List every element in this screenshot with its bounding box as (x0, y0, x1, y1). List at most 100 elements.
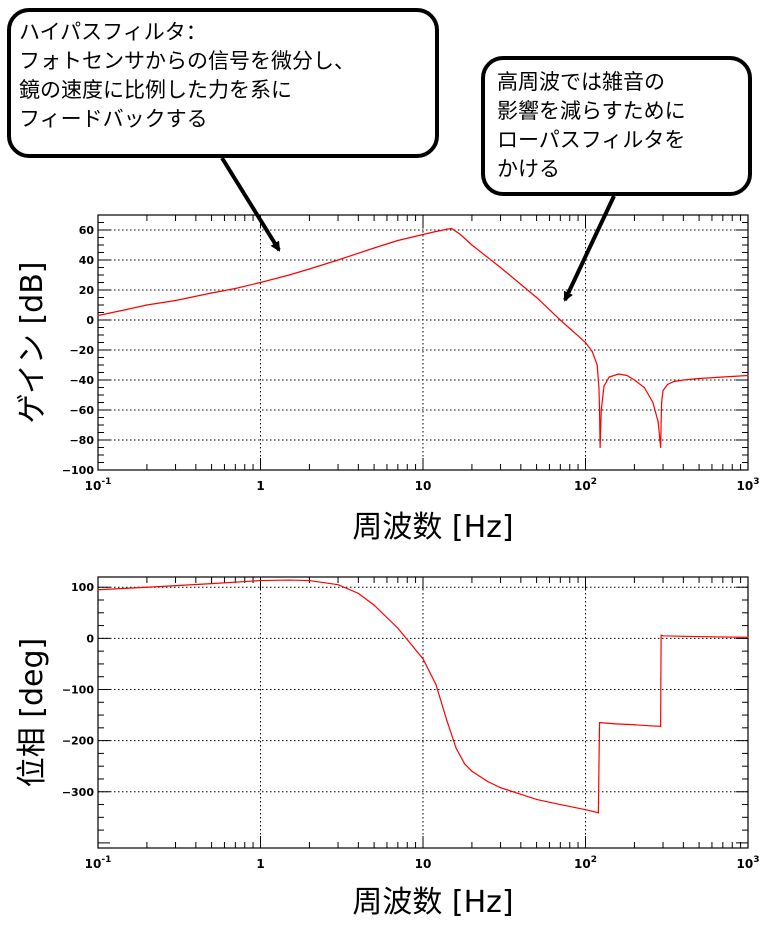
gain-curve (97, 227, 749, 448)
gain-x-tick-label: 10-1 (85, 477, 112, 493)
callout-lowpass-line-2: 影響を減らすために (497, 99, 686, 123)
gain-data-point (259, 281, 262, 284)
phase-data-point (660, 678, 662, 680)
gain-data-point (599, 446, 601, 449)
gain-data-point (288, 274, 290, 276)
phase-data-point (613, 723, 615, 725)
gain-data-point (662, 389, 664, 392)
phase-data-point (499, 787, 502, 789)
gain-y-tick-label: 40 (79, 254, 95, 267)
gain-data-point (397, 239, 399, 242)
gain-data-point (652, 401, 654, 404)
gain-data-point (673, 380, 675, 383)
gain-y-tick-label: 0 (86, 314, 94, 327)
callout-highpass: ハイパスフィルタ： フォトセンサからの信号を微分し、 鏡の速度に比例した力を系に… (7, 8, 439, 158)
gain-data-point (459, 233, 462, 236)
phase-y-tick-label: 0 (86, 632, 94, 645)
phase-data-point (397, 627, 399, 629)
phase-data-point (455, 747, 457, 749)
gain-x-tick-label: 10 (415, 479, 432, 493)
gain-y-tick-label: 20 (79, 284, 95, 297)
phase-data-point (598, 765, 600, 767)
gain-data-point (747, 374, 749, 377)
gain-y-tick-label: −20 (69, 344, 94, 357)
phase-data-point (711, 636, 713, 638)
phase-plot: 100 0 −100 −200 −300 10-1 1 10 102 103 周波数 [Hz] 位相 … (15, 576, 760, 920)
phase-data-point (97, 589, 99, 591)
phase-data-point (584, 809, 587, 811)
phase-data-point (633, 724, 636, 726)
gain-data-point (698, 377, 700, 380)
gain-data-point (598, 386, 600, 389)
phase-data-point (446, 719, 448, 721)
gain-data-point (603, 385, 605, 387)
gain-data-point (722, 376, 724, 378)
callout-highpass-line-3: 鏡の速度に比例した力を系に (19, 78, 292, 102)
phase-data-point (146, 586, 148, 588)
callout-highpass-line-1: ハイパスフィルタ： (19, 20, 207, 44)
phase-data-point (210, 583, 213, 585)
gain-y-axis-title: ゲイン [dB] (15, 262, 50, 424)
gain-data-point (174, 299, 177, 302)
phase-curve (97, 579, 749, 814)
phase-data-point (660, 634, 662, 636)
callout-highpass-arrow (220, 156, 281, 252)
callout-lowpass-arrow (563, 195, 616, 302)
gain-data-point (126, 308, 128, 311)
gain-data-point (210, 292, 213, 294)
callout-highpass-line-4: フィードバックする (19, 107, 208, 131)
phase-data-point (520, 793, 522, 795)
phase-data-point (259, 579, 262, 582)
gain-data-point (373, 247, 375, 249)
phase-y-tick-label: 100 (71, 581, 94, 594)
phase-data-point (747, 636, 749, 638)
callout-lowpass-line-4: かける (497, 157, 560, 181)
phase-data-point (535, 798, 538, 801)
phase-data-point (422, 658, 424, 660)
phase-frame (97, 576, 749, 849)
phase-data-point (649, 725, 651, 727)
gain-data-point (337, 259, 339, 261)
phase-data-point (471, 770, 473, 772)
phase-data-point (682, 635, 684, 637)
gain-data-point (446, 228, 448, 230)
gain-y-tick-label: −80 (69, 434, 94, 447)
phase-data-point (660, 725, 662, 727)
gain-data-point (661, 401, 663, 404)
phase-y-tick-label: −200 (62, 735, 95, 748)
phase-data-point (597, 812, 599, 814)
callout-lowpass: 高周波では雑音の 影響を減らすために ローパスフィルタを かける (481, 56, 752, 196)
gain-data-point (471, 244, 473, 246)
gain-data-point (657, 421, 659, 423)
gain-data-point (584, 341, 587, 344)
gain-x-tick-label: 1 (256, 479, 264, 493)
gain-y-tick-label: −60 (69, 404, 94, 417)
gain-data-point (682, 379, 684, 381)
gain-data-point (499, 266, 502, 269)
gain-data-point (660, 446, 662, 449)
phase-data-point (463, 763, 466, 765)
phase-x-tick-label: 10-1 (85, 855, 112, 871)
gain-y-tick-label: 60 (79, 224, 95, 237)
phase-y-axis-title: 位相 [deg] (15, 638, 50, 788)
gain-data-point (146, 304, 148, 306)
gain-data-point (600, 409, 602, 411)
phase-data-point (373, 604, 375, 606)
gain-y-tick-label: −100 (62, 464, 95, 477)
phase-data-point (357, 592, 359, 594)
phase-data-point (487, 780, 489, 783)
gain-data-point (435, 230, 437, 233)
phase-data-point (662, 635, 664, 637)
phase-data-point (288, 579, 290, 581)
gain-data-point (618, 373, 620, 375)
phase-data-point (598, 722, 601, 724)
gain-data-point (308, 268, 311, 270)
phase-data-point (435, 683, 437, 685)
gain-data-point (633, 379, 636, 381)
phase-data-point (600, 722, 602, 724)
gain-data-point (422, 233, 424, 236)
gain-data-point (591, 350, 593, 353)
phase-x-tick-label: 103 (737, 855, 760, 871)
